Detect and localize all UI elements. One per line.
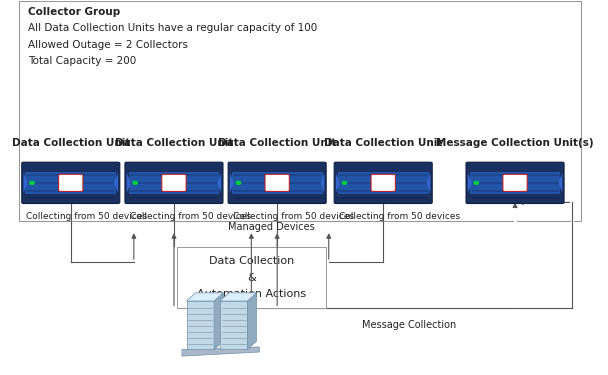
- Circle shape: [30, 182, 34, 184]
- Polygon shape: [558, 173, 562, 193]
- Polygon shape: [220, 293, 257, 301]
- Bar: [128, 172, 219, 194]
- FancyBboxPatch shape: [58, 174, 83, 191]
- Bar: [187, 301, 214, 350]
- Text: Collecting from 50 devices: Collecting from 50 devices: [26, 212, 148, 221]
- Polygon shape: [217, 173, 221, 193]
- Circle shape: [342, 182, 347, 184]
- Text: Total Capacity = 200: Total Capacity = 200: [28, 56, 136, 66]
- Polygon shape: [230, 173, 234, 193]
- Text: Managed Devices: Managed Devices: [229, 222, 315, 232]
- FancyBboxPatch shape: [22, 162, 120, 204]
- Polygon shape: [426, 173, 430, 193]
- Polygon shape: [187, 293, 223, 301]
- Text: Data Collection
&
Automation Actions: Data Collection & Automation Actions: [197, 256, 306, 299]
- Polygon shape: [336, 173, 340, 193]
- Polygon shape: [320, 173, 325, 193]
- Bar: [232, 172, 323, 194]
- Text: Data Collection Unit: Data Collection Unit: [115, 138, 233, 148]
- Text: Data Collection Unit: Data Collection Unit: [12, 138, 130, 148]
- Text: All Data Collection Units have a regular capacity of 100: All Data Collection Units have a regular…: [28, 24, 317, 33]
- FancyBboxPatch shape: [334, 162, 432, 204]
- Text: Collecting from 50 devices: Collecting from 50 devices: [339, 212, 460, 221]
- Circle shape: [133, 182, 137, 184]
- Text: Data Collection Unit: Data Collection Unit: [218, 138, 336, 148]
- Polygon shape: [468, 173, 472, 193]
- Bar: [469, 172, 561, 194]
- Polygon shape: [24, 173, 28, 193]
- Polygon shape: [214, 293, 223, 350]
- Polygon shape: [247, 293, 257, 350]
- Text: Collecting from 50 devices: Collecting from 50 devices: [233, 212, 354, 221]
- FancyBboxPatch shape: [162, 174, 186, 191]
- Polygon shape: [182, 347, 260, 356]
- Text: Collecting from 50 devices: Collecting from 50 devices: [130, 212, 250, 221]
- Circle shape: [474, 182, 478, 184]
- FancyBboxPatch shape: [228, 162, 326, 204]
- Polygon shape: [126, 173, 131, 193]
- Bar: [338, 172, 429, 194]
- Bar: [177, 247, 326, 309]
- Bar: [19, 2, 581, 221]
- Text: Allowed Outage = 2 Collectors: Allowed Outage = 2 Collectors: [28, 40, 188, 50]
- Text: Message Collection: Message Collection: [362, 320, 456, 330]
- FancyBboxPatch shape: [125, 162, 223, 204]
- FancyBboxPatch shape: [466, 162, 564, 204]
- Bar: [26, 172, 116, 194]
- FancyBboxPatch shape: [371, 174, 395, 191]
- Circle shape: [236, 182, 241, 184]
- Polygon shape: [114, 173, 118, 193]
- FancyBboxPatch shape: [265, 174, 289, 191]
- Text: Data Collection Unit: Data Collection Unit: [324, 138, 443, 148]
- Text: Message Collection Unit(s): Message Collection Unit(s): [436, 138, 594, 148]
- Bar: [220, 301, 247, 350]
- FancyBboxPatch shape: [503, 174, 527, 191]
- Text: Collector Group: Collector Group: [28, 7, 120, 17]
